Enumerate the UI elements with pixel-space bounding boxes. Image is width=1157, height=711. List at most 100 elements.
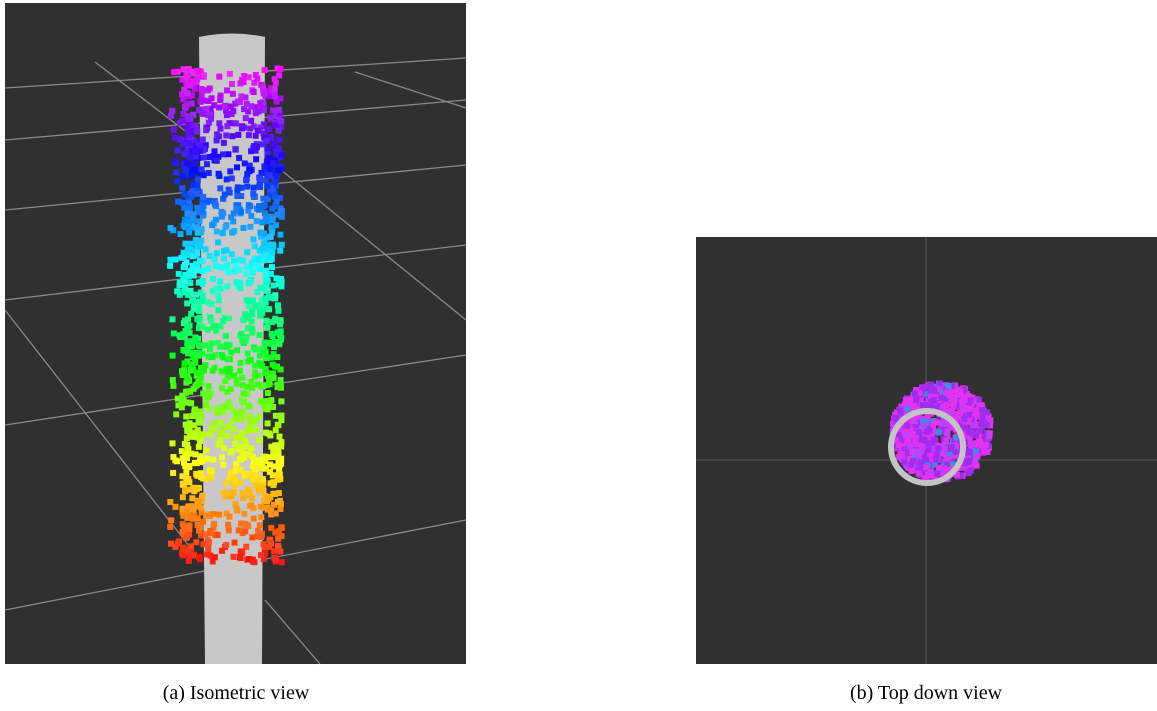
point	[933, 457, 939, 463]
point	[939, 421, 945, 427]
point	[260, 84, 266, 90]
point	[212, 148, 218, 154]
point	[984, 409, 990, 415]
point	[185, 448, 191, 454]
point	[196, 417, 202, 423]
point	[185, 292, 191, 298]
point	[201, 72, 207, 78]
point	[258, 534, 264, 540]
point	[245, 350, 251, 356]
point	[177, 136, 183, 142]
point	[275, 477, 281, 483]
point	[251, 516, 257, 522]
figure: (a) Isometric view (b) Top down view	[0, 0, 1157, 711]
point	[242, 438, 248, 444]
point	[217, 279, 223, 285]
point	[188, 433, 194, 439]
point	[200, 293, 206, 299]
point	[228, 386, 234, 392]
point	[215, 239, 221, 245]
point	[196, 218, 202, 224]
point	[279, 533, 285, 539]
point	[252, 303, 258, 309]
point	[186, 82, 192, 88]
point	[896, 442, 902, 448]
point	[179, 200, 185, 206]
point	[210, 276, 216, 282]
point	[231, 489, 237, 495]
point	[247, 490, 253, 496]
point	[197, 350, 203, 356]
point	[271, 140, 277, 146]
point	[240, 490, 246, 496]
point	[184, 125, 190, 131]
point	[225, 522, 231, 528]
point	[250, 270, 256, 276]
point	[174, 288, 180, 294]
point	[214, 229, 220, 235]
point	[197, 343, 203, 349]
point	[211, 256, 217, 262]
point	[191, 161, 197, 167]
point	[185, 316, 191, 322]
point	[194, 129, 200, 135]
point	[188, 514, 194, 520]
point	[275, 543, 281, 549]
point	[183, 167, 189, 173]
point	[227, 71, 233, 77]
point	[279, 279, 285, 285]
point	[218, 431, 224, 437]
point	[186, 558, 192, 564]
point	[270, 333, 276, 339]
point	[215, 532, 221, 538]
point	[962, 425, 968, 431]
point	[256, 437, 262, 443]
point	[194, 316, 200, 322]
point	[224, 112, 230, 118]
point	[216, 512, 222, 518]
point	[240, 530, 246, 536]
point	[270, 107, 276, 113]
point	[195, 370, 201, 376]
point	[277, 232, 283, 238]
point	[169, 440, 175, 446]
point	[173, 411, 179, 417]
point	[899, 451, 905, 457]
point	[210, 511, 216, 517]
point	[233, 206, 239, 212]
point	[272, 491, 278, 497]
point	[903, 433, 909, 439]
point	[277, 549, 283, 555]
point	[279, 413, 285, 419]
point	[236, 155, 242, 161]
point	[268, 355, 274, 361]
point	[262, 341, 268, 347]
point	[986, 433, 992, 439]
point	[276, 464, 282, 470]
point	[266, 306, 272, 312]
point	[245, 403, 251, 409]
point	[278, 398, 284, 404]
point	[916, 470, 922, 476]
point	[186, 339, 192, 345]
point	[263, 318, 269, 324]
point	[232, 146, 238, 152]
point	[970, 431, 976, 437]
point	[266, 377, 272, 383]
point	[243, 544, 249, 550]
point	[203, 551, 209, 557]
point	[251, 185, 257, 191]
point	[268, 508, 274, 514]
point	[216, 297, 222, 303]
point	[272, 92, 278, 98]
point	[267, 172, 273, 178]
point	[251, 143, 257, 149]
point	[916, 429, 922, 435]
point	[226, 527, 232, 533]
point	[168, 225, 174, 231]
point	[226, 424, 232, 430]
point	[279, 152, 285, 158]
page: (a) Isometric view (b) Top down view (()…	[0, 0, 1157, 711]
point	[187, 552, 193, 558]
point	[277, 66, 283, 72]
